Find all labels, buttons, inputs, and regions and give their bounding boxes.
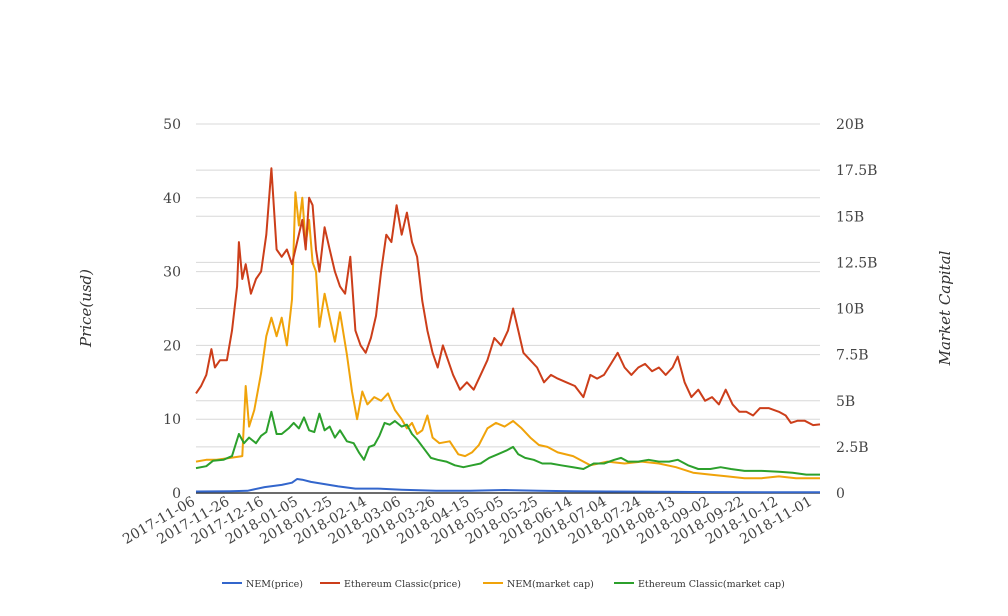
y-tick-label: 20 [163, 338, 181, 354]
y2-tick-label: 0 [836, 486, 845, 502]
series-line [195, 410, 820, 476]
y-tick-label: 10 [163, 412, 181, 428]
y2-tick-label: 7.5B [836, 348, 869, 364]
y-tick-label: 30 [163, 265, 181, 281]
series-lines [195, 167, 821, 494]
y2-tick-label: 10B [836, 302, 864, 318]
y2-tick-label: 15B [836, 209, 864, 225]
series-line [195, 191, 820, 480]
series-line [195, 478, 820, 494]
y-tick-label: 50 [163, 117, 181, 133]
y2-tick-label: 2.5B [836, 440, 869, 456]
y2-tick-label: 12.5B [836, 255, 877, 271]
legend-label: NEM(price) [246, 579, 303, 590]
y2-tick-label: 5B [836, 394, 855, 410]
legend-label: Ethereum Classic(price) [344, 579, 461, 590]
grid-lines [196, 123, 820, 494]
y-tick-label: 40 [163, 191, 181, 207]
legend-label: Ethereum Classic(market cap) [638, 579, 785, 590]
right-axis-ticks: 0 2.5B 5B 7.5B 10B 12.5B 15B 17.5B 20B [836, 117, 877, 502]
x-axis-ticks: 2017-11-062017-11-262017-12-162018-01-05… [120, 494, 815, 548]
y-tick-label: 0 [172, 486, 181, 502]
y-axis-title: Price(usd) [77, 269, 95, 348]
y2-tick-label: 20B [836, 117, 864, 133]
legend-label: NEM(market cap) [507, 579, 594, 590]
series-line [195, 167, 821, 427]
left-axis-ticks: 0 10 20 30 40 50 [163, 117, 181, 502]
y2-axis-title: Market Capital [936, 250, 954, 366]
y2-tick-label: 17.5B [836, 163, 877, 179]
legend: NEM(price) Ethereum Classic(price) NEM(mar… [222, 579, 785, 590]
